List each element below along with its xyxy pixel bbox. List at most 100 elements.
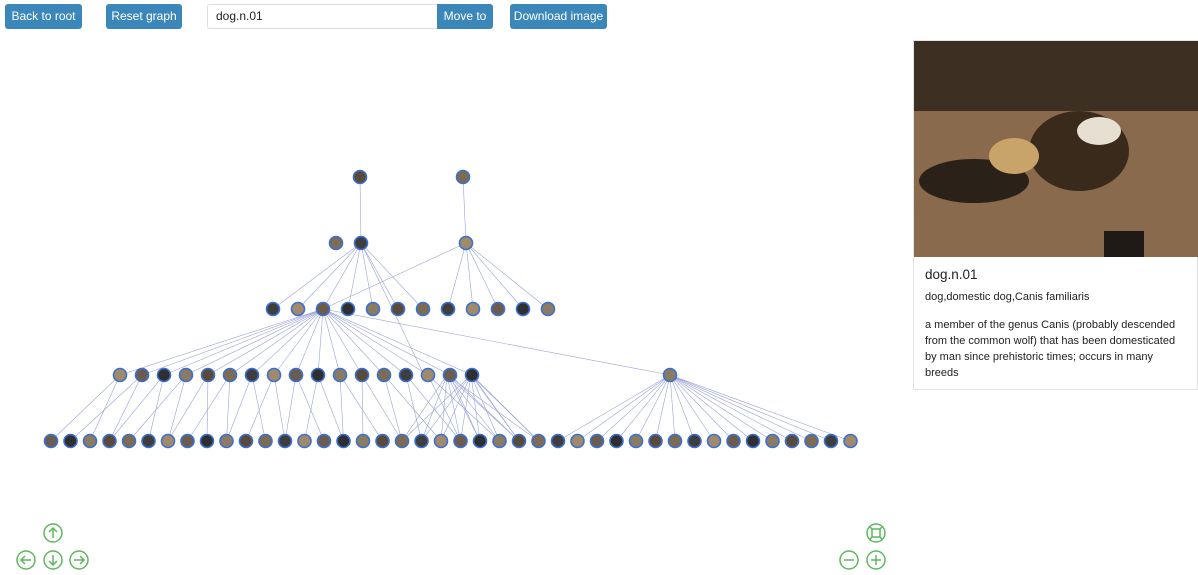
edge [274,375,285,441]
node[interactable] [298,435,311,448]
info-panel: dog.n.01 dog,domestic dog,Canis familiar… [913,40,1198,390]
pan-left[interactable] [17,551,35,569]
node[interactable] [337,435,350,448]
node[interactable] [158,369,171,382]
node[interactable] [392,303,405,316]
node[interactable] [334,369,347,382]
node[interactable] [517,303,530,316]
node[interactable] [532,435,545,448]
back-button[interactable]: Back to root [5,4,82,29]
node[interactable] [493,435,506,448]
pan-right[interactable] [70,551,88,569]
zoom-in[interactable] [867,551,885,569]
zoom-out[interactable] [840,551,858,569]
node[interactable] [669,435,682,448]
node[interactable] [246,369,259,382]
node[interactable] [357,435,370,448]
node[interactable] [267,303,280,316]
node[interactable] [805,435,818,448]
download-button[interactable]: Download image [510,4,607,29]
node[interactable] [664,369,677,382]
node[interactable] [513,435,526,448]
node[interactable] [467,303,480,316]
node[interactable] [492,303,505,316]
node[interactable] [825,435,838,448]
node[interactable] [708,435,721,448]
edge [670,375,714,441]
node[interactable] [591,435,604,448]
node[interactable] [312,369,325,382]
node[interactable] [354,171,367,184]
node[interactable] [466,369,479,382]
search-input[interactable]: dog.n.01 [207,4,439,29]
node[interactable] [356,369,369,382]
pan-controls [0,515,100,575]
move-button[interactable]: Move to [437,4,493,29]
node[interactable] [454,435,467,448]
node[interactable] [202,369,215,382]
node[interactable] [142,435,155,448]
node[interactable] [460,237,473,250]
node[interactable] [474,435,487,448]
node[interactable] [181,435,194,448]
node[interactable] [292,303,305,316]
node[interactable] [442,303,455,316]
node[interactable] [376,435,389,448]
node[interactable] [317,303,330,316]
node[interactable] [542,303,555,316]
node[interactable] [552,435,565,448]
panel-description: a member of the genus Canis (probably de… [925,317,1187,381]
edge [188,375,231,441]
node[interactable] [259,435,272,448]
node[interactable] [422,369,435,382]
node[interactable] [330,237,343,250]
node[interactable] [342,303,355,316]
node[interactable] [123,435,136,448]
node[interactable] [649,435,662,448]
edge [273,243,361,309]
node[interactable] [417,303,430,316]
node[interactable] [201,435,214,448]
pan-down[interactable] [44,551,62,569]
edge [305,375,319,441]
node[interactable] [220,435,233,448]
node[interactable] [766,435,779,448]
node[interactable] [786,435,799,448]
node[interactable] [610,435,623,448]
node[interactable] [290,369,303,382]
node[interactable] [400,369,413,382]
reset-button[interactable]: Reset graph [106,4,182,29]
node[interactable] [162,435,175,448]
node[interactable] [355,237,368,250]
node[interactable] [240,435,253,448]
node[interactable] [136,369,149,382]
node[interactable] [268,369,281,382]
node[interactable] [396,435,409,448]
edge [447,375,519,441]
node[interactable] [844,435,857,448]
node[interactable] [103,435,116,448]
node[interactable] [180,369,193,382]
node[interactable] [435,435,448,448]
node[interactable] [64,435,77,448]
node[interactable] [747,435,760,448]
node[interactable] [114,369,127,382]
zoom-controls [830,515,890,575]
node[interactable] [688,435,701,448]
node[interactable] [318,435,331,448]
edge [362,375,363,441]
node[interactable] [367,303,380,316]
node[interactable] [727,435,740,448]
node[interactable] [457,171,470,184]
node[interactable] [415,435,428,448]
node[interactable] [224,369,237,382]
node[interactable] [378,369,391,382]
node[interactable] [444,369,457,382]
node[interactable] [571,435,584,448]
node[interactable] [45,435,58,448]
node[interactable] [279,435,292,448]
pan-up[interactable] [44,524,62,542]
zoom-fit[interactable] [867,524,885,542]
node[interactable] [84,435,97,448]
node[interactable] [630,435,643,448]
